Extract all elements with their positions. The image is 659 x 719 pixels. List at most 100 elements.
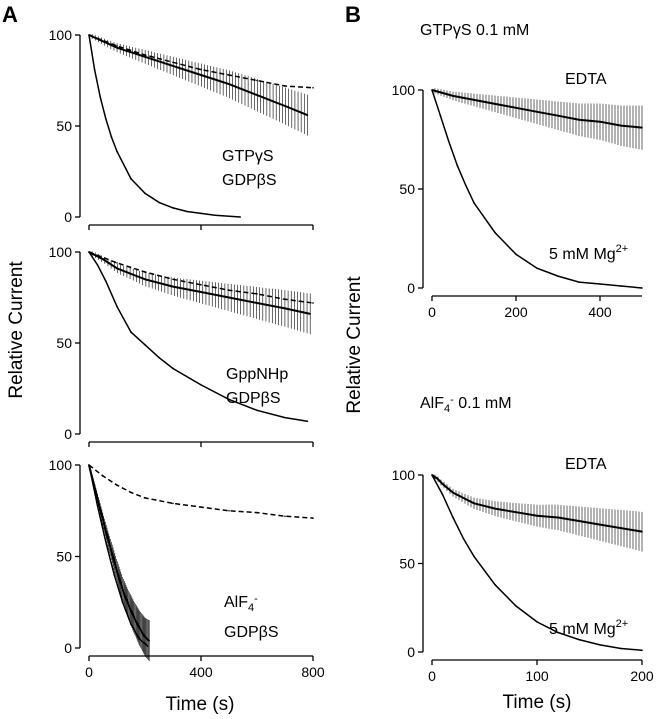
data-point [641, 649, 643, 652]
data-point [494, 103, 496, 105]
data-point [130, 623, 132, 626]
label-edta: EDTA [565, 456, 607, 473]
data-point [578, 638, 580, 641]
data-point [578, 281, 580, 283]
data-point [536, 110, 538, 113]
data-point [536, 267, 538, 270]
data-point [88, 34, 90, 36]
data-point [599, 120, 601, 123]
data-point [309, 313, 312, 315]
y-tick-label: 50 [399, 181, 415, 197]
data-point [284, 515, 286, 518]
data-point [256, 94, 258, 96]
data-point [172, 502, 174, 505]
series-line-2 [431, 474, 643, 651]
annotation-line-2: GDPβS [224, 624, 279, 641]
data-point [130, 491, 132, 494]
data-point [172, 65, 174, 67]
panel-letter-b: B [345, 2, 361, 27]
y-tick-label: 0 [407, 280, 415, 296]
x-tick-label: 200 [630, 668, 654, 684]
data-point [172, 285, 174, 288]
data-point [144, 54, 146, 56]
data-point [200, 291, 202, 293]
x-axis-title-a: Time (s) [166, 694, 235, 715]
chart-title: AlF4- 0.1 mM [420, 394, 512, 415]
series-line-2 [88, 464, 149, 647]
data-point [200, 506, 202, 508]
annotation-superscript: - [254, 593, 258, 605]
data-point [515, 107, 517, 109]
data-point [110, 136, 113, 138]
data-point [105, 530, 107, 532]
data-point [284, 105, 286, 107]
label-edta: EDTA [565, 71, 607, 88]
data-point [88, 251, 90, 253]
data-point [641, 530, 643, 533]
data-point [557, 114, 559, 117]
series-line-3 [88, 34, 241, 218]
data-point [121, 588, 124, 591]
data-point [200, 283, 202, 286]
series-line-2 [88, 251, 314, 304]
data-point [578, 118, 580, 121]
series-line-1 [431, 474, 643, 533]
annotation-line-2: GDPβS [222, 172, 277, 189]
x-axis-title-b: Time (s) [503, 692, 572, 713]
data-point [557, 631, 559, 634]
data-point [515, 253, 517, 256]
data-point [138, 638, 141, 640]
y-tick-label: 0 [407, 644, 415, 660]
x-tick-label: 800 [301, 664, 325, 680]
label-mg-superscript: 2+ [616, 618, 629, 630]
data-point [441, 483, 444, 485]
y-tick-label: 100 [49, 457, 73, 473]
data-point [306, 114, 309, 116]
data-point [284, 85, 286, 87]
data-point [130, 177, 132, 180]
chart-title: GTPγS 0.1 mM [420, 22, 529, 39]
x-tick-label: 200 [504, 304, 528, 320]
data-point [284, 307, 286, 310]
data-point [536, 514, 538, 517]
chart-a-alf4: AlF4- GDPβS 0 50 100 0 400 800 [49, 457, 325, 680]
data-point [116, 570, 118, 572]
data-point [641, 126, 643, 129]
y-axis-title-b: Relative Current [344, 276, 365, 414]
data-point [256, 79, 258, 82]
data-point [228, 509, 230, 512]
data-point [105, 117, 107, 120]
data-point [306, 420, 309, 423]
data-point [116, 267, 118, 270]
title-superscript: - [450, 394, 454, 406]
data-point [102, 258, 104, 261]
data-point [515, 511, 517, 513]
data-point [93, 68, 96, 71]
data-point [116, 262, 118, 264]
series-line-1 [88, 464, 150, 642]
data-point [200, 74, 202, 76]
chart-b-alf4: AlF4- 0.1 mM EDTA 5 mM Mg2+ 0 50 100 0 100 20… [392, 394, 654, 684]
data-point [256, 302, 258, 304]
data-point [557, 516, 559, 519]
data-point [256, 293, 258, 295]
annotation-line-1: AlF4- [224, 593, 258, 614]
data-point [96, 263, 99, 266]
data-point [494, 231, 496, 234]
data-point [620, 285, 622, 287]
data-point [228, 296, 230, 299]
y-tick-label: 100 [392, 467, 416, 483]
data-point [473, 555, 475, 558]
data-point [494, 507, 496, 510]
data-point [99, 508, 101, 510]
data-point [121, 601, 124, 604]
series-line-1 [88, 251, 311, 315]
data-point [144, 271, 146, 273]
data-point [239, 216, 241, 218]
data-point [256, 409, 258, 412]
data-point [96, 504, 99, 507]
data-point [172, 278, 174, 281]
data-point [138, 627, 141, 629]
x-tick-label: 400 [588, 304, 612, 320]
